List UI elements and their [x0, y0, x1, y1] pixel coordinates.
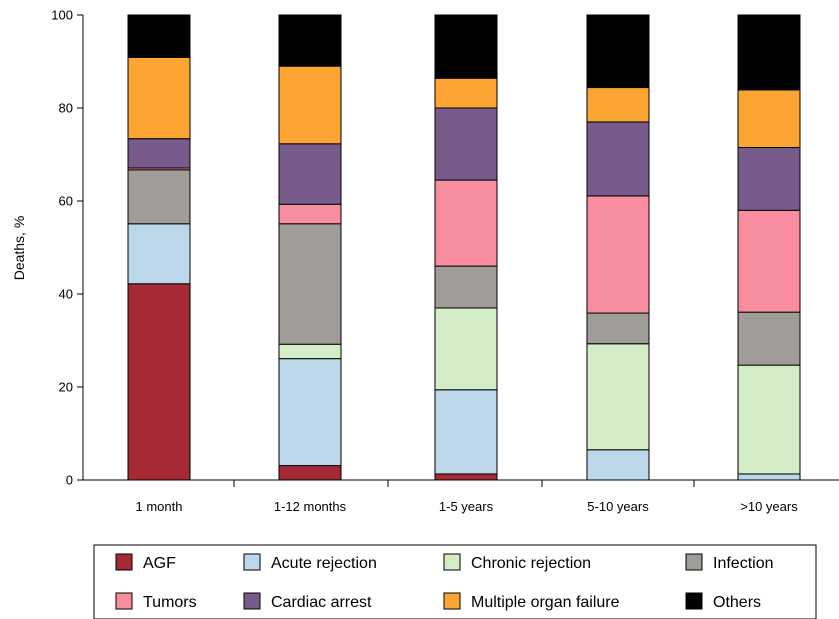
bar-segment-1-12-months-cardiac-arrest [278, 143, 342, 205]
legend-label-tumors: Tumors [143, 594, 197, 611]
y-tick-label: 80 [59, 101, 73, 116]
bar-segment-1-5-years-agf [434, 473, 498, 481]
bar-segment-10-years-tumors [737, 209, 801, 313]
bar-segment-5-10-years-tumors [586, 195, 650, 314]
bar-segment-5-10-years-infection [586, 312, 650, 345]
bar-segment-1-5-years-infection [434, 265, 498, 309]
bar-segment-1-5-years-others [434, 14, 498, 79]
y-tick-label: 20 [59, 380, 73, 395]
bar-segment-10-years-acute-rejection [737, 473, 801, 481]
x-tick-label-10-years: >10 years [740, 499, 798, 514]
bar-segment-1-month-multiple-organ-failure [127, 56, 191, 140]
bar-segment-1-5-years-chronic-rejection [434, 307, 498, 391]
legend-label-cardiac-arrest: Cardiac arrest [271, 594, 372, 611]
y-tick-label: 60 [59, 194, 73, 209]
x-tick-label-1-12-months: 1-12 months [274, 499, 347, 514]
plot-area [127, 14, 801, 481]
bar-segment-1-month-agf [127, 283, 191, 481]
legend-label-agf: AGF [143, 555, 176, 572]
y-tick-label: 0 [66, 473, 73, 488]
bar-segment-10-years-others [737, 14, 801, 91]
x-tick-label-5-10-years: 5-10 years [587, 499, 649, 514]
bar-segment-1-12-months-acute-rejection [278, 358, 342, 467]
x-axis: 1 month 1-12 months 1-5 years 5-10 years >10… [83, 479, 839, 514]
bar-segment-10-years-cardiac-arrest [737, 147, 801, 211]
bar-segment-5-10-years-cardiac-arrest [586, 121, 650, 197]
legend-swatch-agf [115, 553, 133, 571]
bar-segment-1-5-years-multiple-organ-failure [434, 77, 498, 109]
bar-segment-1-month-infection [127, 169, 191, 225]
bar-segment-5-10-years-acute-rejection [586, 449, 650, 481]
bar-segment-10-years-infection [737, 311, 801, 366]
y-axis-title: Deaths, % [11, 216, 27, 281]
bar-segment-5-10-years-multiple-organ-failure [586, 87, 650, 123]
legend-swatch-infection [685, 553, 703, 571]
legend-swatch-chronic-rejection [443, 553, 461, 571]
legend-swatch-acute-rejection [243, 553, 261, 571]
bar-segment-1-month-acute-rejection [127, 223, 191, 285]
bar-segment-1-5-years-cardiac-arrest [434, 107, 498, 181]
legend-swatch-multiple-organ-failure [443, 592, 461, 610]
bar-segment-1-5-years-tumors [434, 179, 498, 267]
x-tick-label-1-month: 1 month [136, 499, 183, 514]
legend-label-others: Others [713, 594, 761, 611]
legend-swatch-tumors [115, 592, 133, 610]
y-tick-label: 100 [51, 8, 73, 23]
bar-segment-10-years-chronic-rejection [737, 364, 801, 475]
bar-segment-1-12-months-others [278, 14, 342, 67]
bar-segment-1-12-months-multiple-organ-failure [278, 65, 342, 145]
bar-segment-1-12-months-agf [278, 465, 342, 481]
bar-segment-1-5-years-acute-rejection [434, 389, 498, 475]
bar-segment-1-12-months-chronic-rejection [278, 343, 342, 360]
legend-label-multiple-organ-failure: Multiple organ failure [471, 594, 620, 611]
legend-label-chronic-rejection: Chronic rejection [471, 555, 591, 572]
bar-segment-5-10-years-others [586, 14, 650, 89]
legend-swatch-cardiac-arrest [243, 592, 261, 610]
legend: AGF Acute rejection Chronic rejection Infec… [93, 544, 817, 619]
bar-segment-1-month-cardiac-arrest [127, 138, 191, 169]
legend-label-acute-rejection: Acute rejection [271, 555, 377, 572]
bar-segment-5-10-years-chronic-rejection [586, 343, 650, 451]
bar-segment-10-years-multiple-organ-failure [737, 89, 801, 149]
legend-label-infection: Infection [713, 555, 773, 572]
y-tick-label: 40 [59, 287, 73, 302]
y-axis: 0 20 40 60 80 100 [51, 8, 84, 488]
legend-swatch-others [685, 592, 703, 610]
bar-segment-1-month-others [127, 14, 191, 58]
bar-segment-1-12-months-tumors [278, 203, 342, 225]
bar-segment-1-12-months-infection [278, 223, 342, 345]
x-tick-label-1-5-years: 1-5 years [439, 499, 494, 514]
